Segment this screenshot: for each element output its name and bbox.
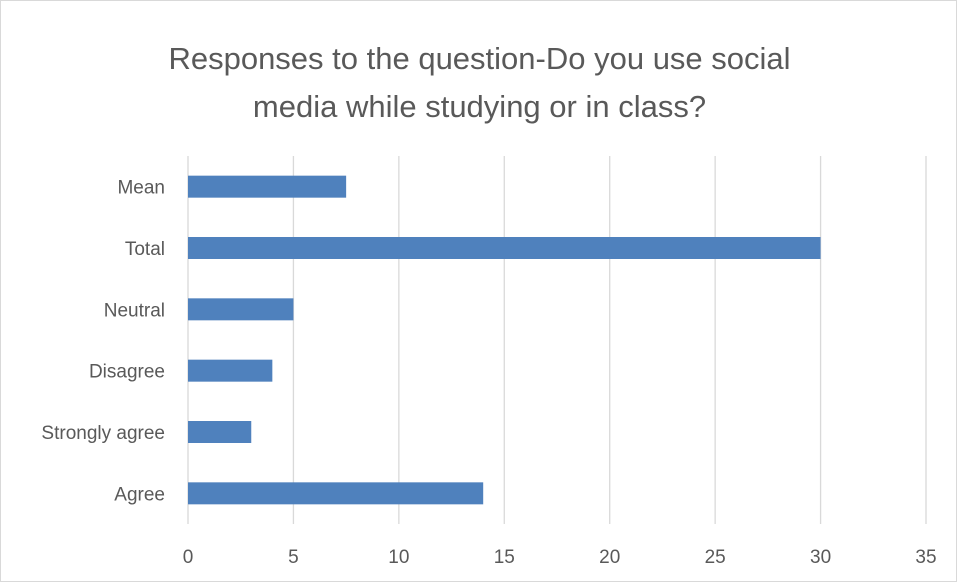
y-category-label: Total — [125, 239, 165, 260]
bar — [188, 482, 484, 505]
y-axis-category-labels: Agree Strongly agree Disagree Neutral Total M… — [41, 178, 165, 506]
bar — [188, 237, 821, 259]
x-tick-label: 20 — [599, 547, 620, 568]
x-tick-label: 15 — [494, 547, 515, 568]
x-tick-label: 10 — [388, 547, 409, 568]
y-category-label: Agree — [114, 484, 165, 505]
y-category-label: Disagree — [89, 362, 165, 383]
bar — [188, 421, 252, 443]
x-axis-tick-labels: 0 5 10 15 20 25 30 35 — [183, 547, 937, 568]
bar — [188, 175, 347, 198]
chart-title: Responses to the question-Do you use soc… — [168, 41, 791, 124]
bar — [188, 359, 273, 382]
x-tick-label: 35 — [915, 547, 936, 568]
x-tick-label: 0 — [183, 547, 194, 568]
x-tick-label: 5 — [288, 547, 299, 568]
x-tick-label: 30 — [810, 547, 831, 568]
y-category-label: Strongly agree — [41, 423, 165, 444]
x-tick-label: 25 — [705, 547, 726, 568]
y-category-label: Mean — [117, 178, 165, 199]
bars — [188, 175, 821, 505]
gridlines — [187, 156, 927, 524]
bar — [188, 298, 294, 321]
y-category-label: Neutral — [104, 300, 165, 321]
